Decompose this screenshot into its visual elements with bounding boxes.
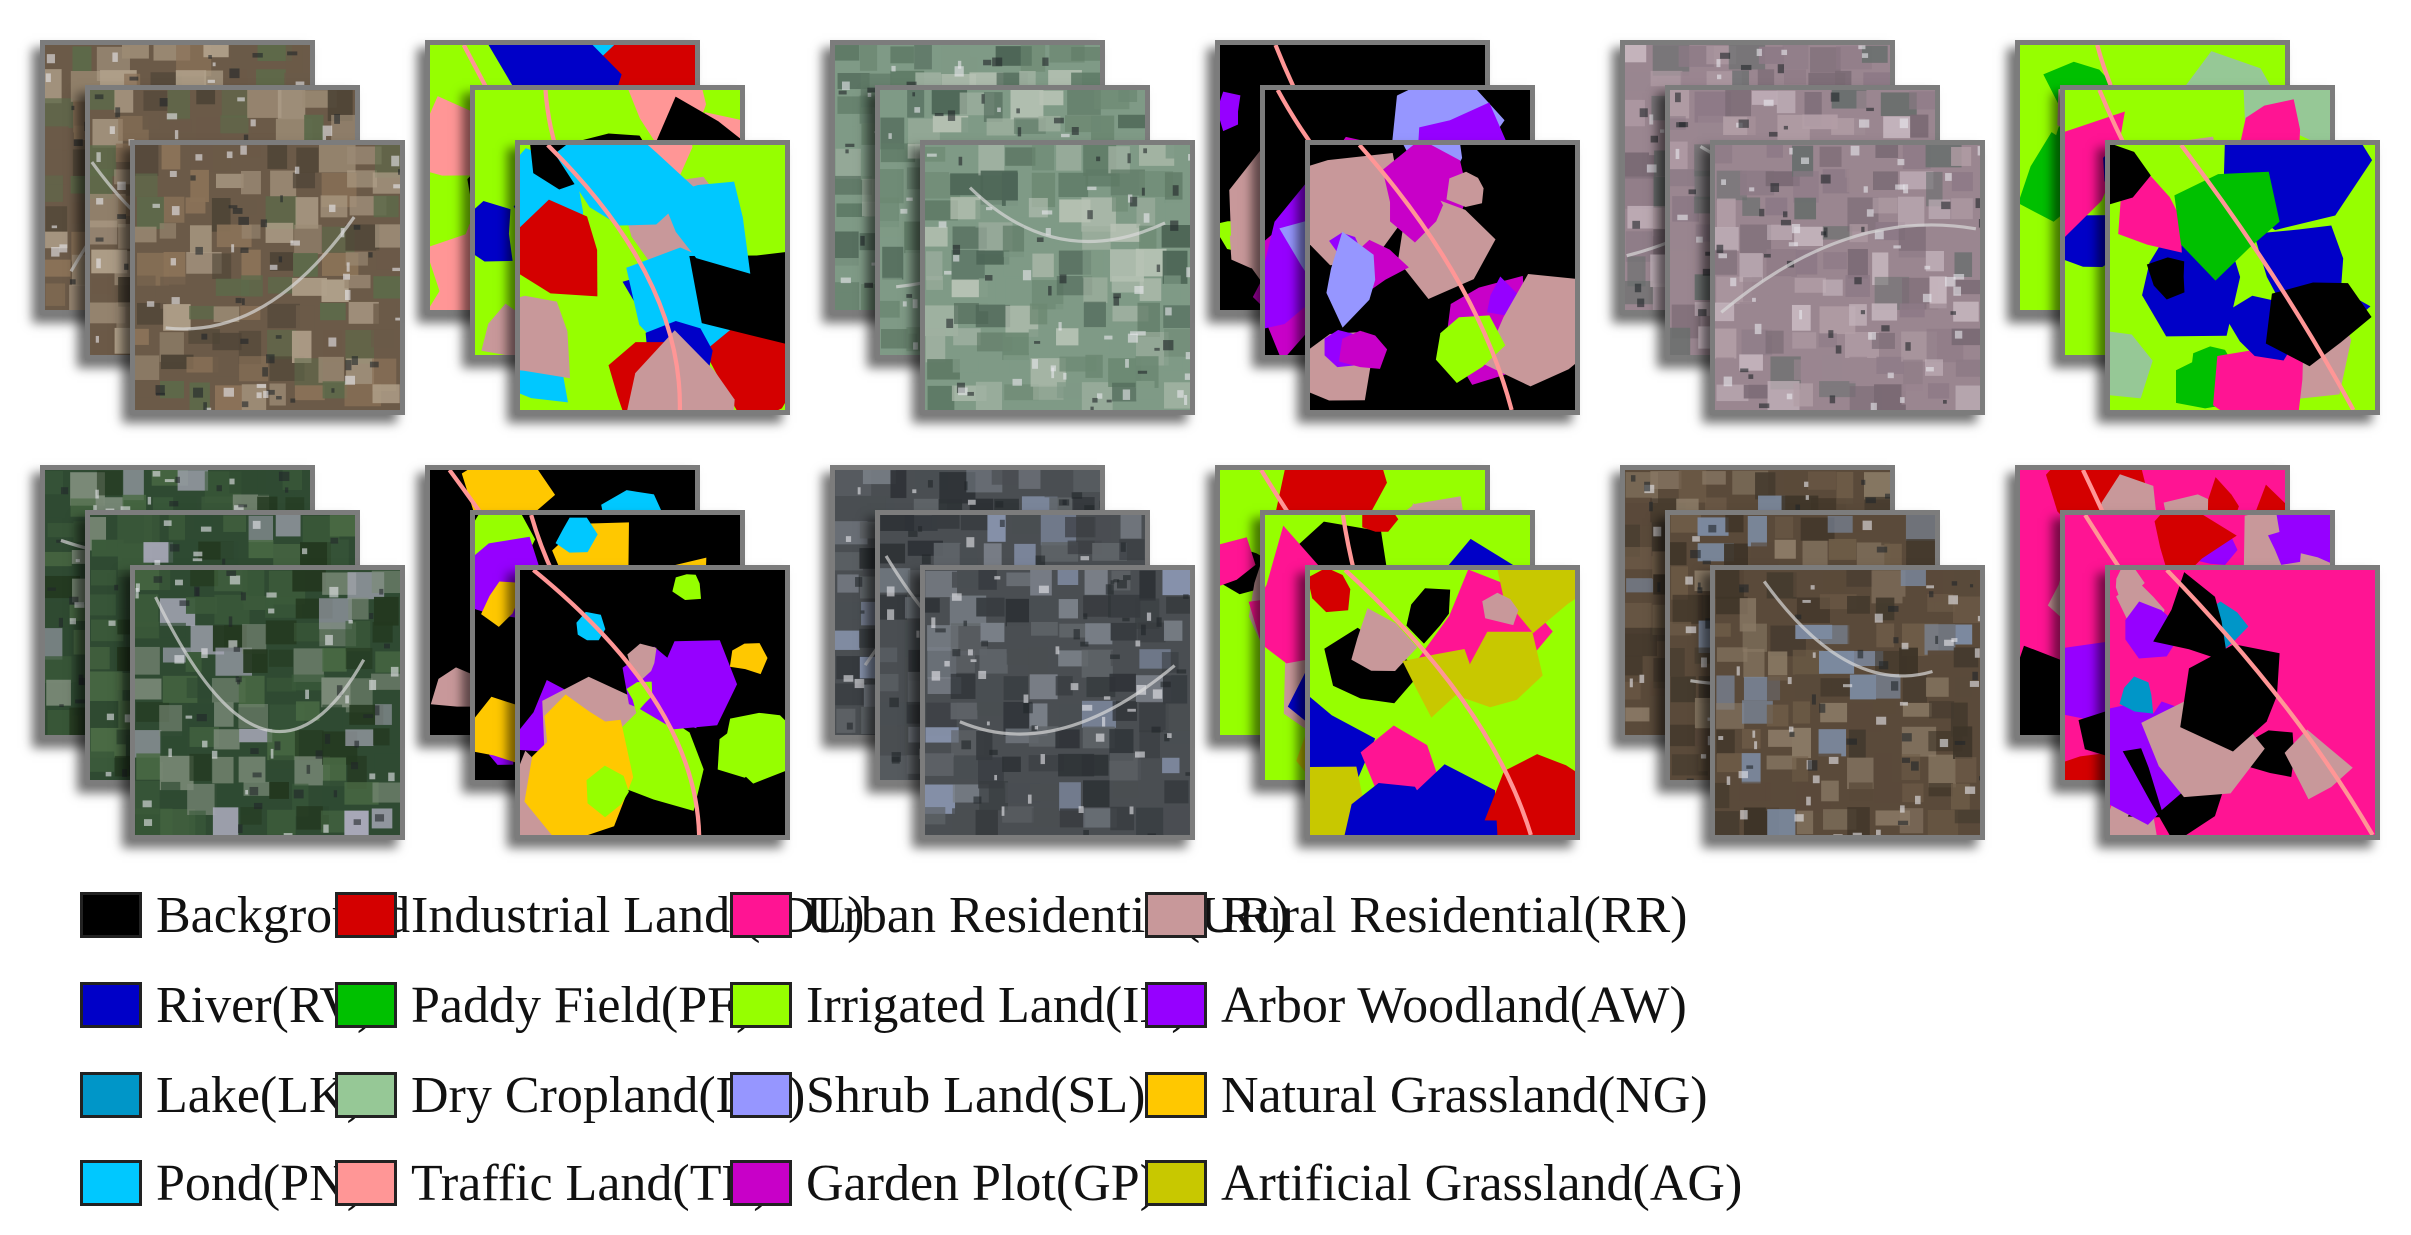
legend-swatch — [335, 1160, 397, 1206]
image-stack-9 — [830, 465, 1195, 840]
segmentation-mask-tile — [2105, 565, 2380, 840]
remote-sensing-image-tile — [130, 140, 405, 415]
remote-sensing-image-tile — [1710, 140, 1985, 415]
legend-swatch — [1145, 1072, 1207, 1118]
legend-swatch — [730, 1160, 792, 1206]
legend-item: Pond(PN) — [80, 1153, 364, 1213]
legend-swatch — [1145, 892, 1207, 938]
image-stack-1 — [40, 40, 405, 415]
remote-sensing-image-tile — [130, 565, 405, 840]
legend-label: Arbor Woodland(AW) — [1221, 976, 1687, 1034]
legend-item: Natural Grassland(NG) — [1145, 1065, 1708, 1125]
mask-stack-8 — [425, 465, 790, 840]
legend-label: Irrigated Land(IL) — [806, 976, 1189, 1034]
legend-swatch — [80, 982, 142, 1028]
segmentation-mask-tile — [1305, 140, 1580, 415]
legend-swatch — [730, 982, 792, 1028]
legend-item: Rural Residential(RR) — [1145, 885, 1687, 945]
legend-swatch — [730, 1072, 792, 1118]
legend-label: Shrub Land(SL) — [806, 1066, 1146, 1124]
legend-label: Natural Grassland(NG) — [1221, 1066, 1708, 1124]
legend-label: Pond(PN) — [156, 1154, 365, 1212]
legend-item: Traffic Land(TL) — [335, 1153, 771, 1213]
legend-swatch — [730, 892, 792, 938]
legend-swatch — [80, 1160, 142, 1206]
legend-item: Garden Plot(GP) — [730, 1153, 1157, 1213]
legend: Background Industrial Land (IDL) Urban Res… — [80, 885, 2400, 1225]
legend-label: Artificial Grassland(AG) — [1221, 1154, 1743, 1212]
legend-item: Paddy Field(PF) — [335, 975, 753, 1035]
legend-item: Irrigated Land(IL) — [730, 975, 1189, 1035]
legend-label: Garden Plot(GP) — [806, 1154, 1157, 1212]
legend-item: Shrub Land(SL) — [730, 1065, 1145, 1125]
legend-item: River(RV) — [80, 975, 374, 1035]
legend-item: Artificial Grassland(AG) — [1145, 1153, 1742, 1213]
legend-item: Urban Residential(UR) — [730, 885, 1290, 945]
legend-swatch — [1145, 1160, 1207, 1206]
legend-swatch — [335, 1072, 397, 1118]
segmentation-mask-tile — [515, 140, 790, 415]
legend-swatch — [1145, 982, 1207, 1028]
segmentation-mask-tile — [2105, 140, 2380, 415]
legend-swatch — [335, 892, 397, 938]
segmentation-mask-tile — [515, 565, 790, 840]
mask-stack-4 — [1215, 40, 1580, 415]
image-stack-7 — [40, 465, 405, 840]
legend-item: Arbor Woodland(AW) — [1145, 975, 1687, 1035]
remote-sensing-image-tile — [1710, 565, 1985, 840]
mask-stack-6 — [2015, 40, 2380, 415]
mask-stack-2 — [425, 40, 790, 415]
image-stack-5 — [1620, 40, 1985, 415]
legend-swatch — [80, 892, 142, 938]
legend-item: Lake(LK) — [80, 1065, 364, 1125]
remote-sensing-image-tile — [920, 140, 1195, 415]
legend-label: Paddy Field(PF) — [411, 976, 754, 1034]
legend-label: Lake(LK) — [156, 1066, 364, 1124]
segmentation-mask-tile — [1305, 565, 1580, 840]
mask-stack-12 — [2015, 465, 2380, 840]
legend-label: Rural Residential(RR) — [1221, 886, 1688, 944]
image-stack-11 — [1620, 465, 1985, 840]
image-stack-3 — [830, 40, 1195, 415]
legend-swatch — [335, 982, 397, 1028]
remote-sensing-image-tile — [920, 565, 1195, 840]
legend-swatch — [80, 1072, 142, 1118]
legend-label: Urban Residential(UR) — [806, 886, 1290, 944]
legend-label: Traffic Land(TL) — [411, 1154, 771, 1212]
mask-stack-10 — [1215, 465, 1580, 840]
